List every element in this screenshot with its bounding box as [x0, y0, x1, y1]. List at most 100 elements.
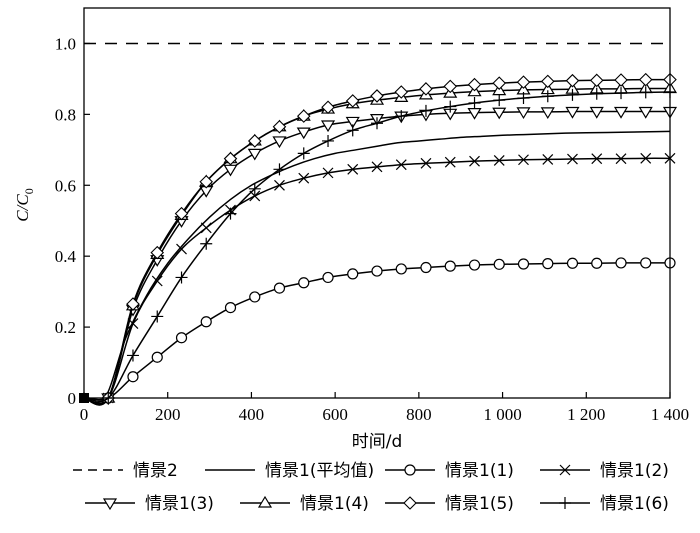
- data-point-3: [322, 167, 334, 179]
- legend-label: 情景1(4): [300, 494, 369, 514]
- data-point-4: [638, 106, 653, 119]
- data-point-2: [517, 258, 530, 270]
- x-tick-label: 600: [322, 405, 348, 424]
- data-point-3: [420, 157, 432, 169]
- data-point-7: [493, 94, 506, 107]
- data-point-6: [443, 79, 458, 94]
- data-point-4: [516, 107, 531, 120]
- data-point-2: [444, 260, 456, 272]
- data-point-6: [589, 73, 604, 88]
- legend-item-2: 情景1(1): [385, 461, 514, 481]
- data-point-4: [589, 106, 604, 119]
- data-point-7: [175, 271, 188, 284]
- data-point-3: [347, 163, 359, 175]
- data-point-7: [151, 310, 164, 323]
- legend-label: 情景1(平均值): [265, 461, 374, 481]
- data-point-4: [613, 106, 629, 119]
- data-point-6: [247, 134, 262, 148]
- data-point-3: [542, 153, 554, 165]
- data-point-3: [615, 153, 627, 165]
- data-point-6: [223, 151, 238, 166]
- data-point-3: [640, 152, 652, 164]
- legend-marker: [102, 498, 118, 511]
- y-tick-label: 0.4: [55, 247, 77, 266]
- data-point-2: [175, 332, 188, 344]
- legend-item-1: 情景1(平均值): [205, 461, 374, 481]
- data-point-2: [591, 257, 603, 269]
- data-point-4: [223, 164, 238, 177]
- data-point-3: [395, 159, 407, 171]
- data-point-7: [615, 87, 628, 100]
- data-point-6: [174, 206, 189, 221]
- data-point-7: [639, 86, 652, 99]
- data-point-6: [345, 94, 360, 108]
- data-point-2: [200, 316, 212, 328]
- y-tick-label: 0: [68, 389, 77, 408]
- x-tick-label: 1 000: [483, 405, 521, 424]
- data-point-7: [297, 147, 310, 160]
- data-point-7: [395, 110, 408, 123]
- x-tick-label: 0: [80, 405, 89, 424]
- data-point-2: [371, 265, 383, 277]
- data-point-2: [127, 371, 139, 383]
- legend-item-0: 情景2: [73, 461, 178, 481]
- data-point-6: [150, 245, 165, 260]
- y-tick-label: 0.6: [55, 176, 76, 195]
- data-point-2: [273, 282, 286, 294]
- data-point-2: [151, 351, 163, 363]
- data-point-3: [200, 222, 212, 234]
- data-point-6: [394, 85, 409, 99]
- series-line-5: [83, 87, 671, 406]
- data-point-7: [273, 163, 286, 176]
- legend-marker: [403, 496, 417, 510]
- y-axis-title: C/C0: [13, 188, 36, 221]
- data-point-2: [420, 261, 432, 274]
- data-point-6: [419, 82, 433, 96]
- data-point-2: [298, 277, 310, 289]
- data-point-6: [126, 297, 140, 311]
- data-point-2: [566, 257, 579, 269]
- legend-label: 情景1(5): [445, 494, 514, 514]
- data-point-7: [200, 237, 213, 250]
- data-point-7: [590, 87, 603, 100]
- data-point-7: [322, 134, 335, 147]
- y-tick-label: 0.2: [55, 318, 76, 337]
- x-axis-title: 时间/d: [352, 432, 403, 452]
- data-point-4: [320, 120, 336, 133]
- data-point-4: [492, 107, 507, 120]
- data-point-4: [272, 136, 287, 149]
- legend-item-6: 情景1(5): [385, 494, 514, 514]
- legend-label: 情景1(1): [445, 461, 514, 481]
- data-point-4: [565, 106, 580, 119]
- legend-marker: [559, 497, 571, 509]
- data-point-6: [272, 119, 287, 134]
- data-point-6: [321, 100, 335, 115]
- data-point-7: [371, 117, 383, 130]
- data-point-2: [468, 259, 481, 271]
- data-point-2: [615, 257, 627, 269]
- data-point-7: [468, 97, 481, 110]
- data-point-6: [296, 109, 311, 123]
- data-point-4: [296, 127, 311, 140]
- data-point-6: [540, 74, 555, 89]
- data-point-4: [540, 107, 555, 120]
- data-point-7: [566, 88, 579, 101]
- data-point-2: [640, 257, 652, 269]
- data-point-3: [151, 275, 163, 287]
- data-point-3: [493, 155, 505, 166]
- data-point-6: [199, 174, 214, 189]
- data-point-3: [567, 153, 578, 165]
- data-point-6: [614, 73, 628, 87]
- legend-label: 情景1(2): [600, 461, 669, 481]
- data-point-7: [248, 182, 261, 195]
- x-tick-label: 1 400: [651, 405, 689, 424]
- data-point-4: [247, 148, 262, 161]
- plot-frame: [83, 7, 671, 399]
- data-point-2: [249, 291, 261, 303]
- legend-item-7: 情景1(6): [540, 494, 669, 514]
- data-point-3: [274, 179, 285, 191]
- legend-label: 情景1(3): [145, 494, 214, 514]
- y-axis-title-sub: 0: [22, 188, 36, 194]
- data-point-7: [346, 124, 359, 137]
